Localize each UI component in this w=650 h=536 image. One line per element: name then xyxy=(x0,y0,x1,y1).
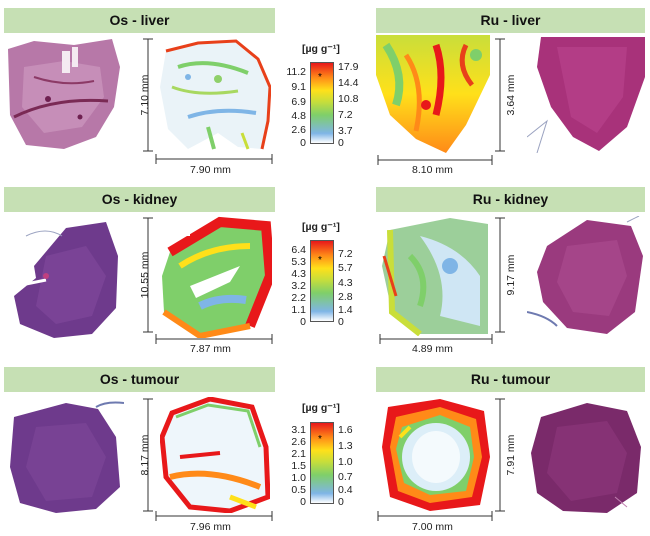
scale1-os-tick: 2.6 xyxy=(291,124,306,136)
ru-liver-height-arrow xyxy=(495,38,505,152)
scale1-os-tick: 0 xyxy=(300,137,306,149)
os-liver-width-arrow xyxy=(155,154,273,164)
scale3-ru-tick: 1.0 xyxy=(338,456,353,468)
ru-tumour-height-label: 7.91 mm xyxy=(505,434,517,476)
scale2-unit: [µg g⁻¹] xyxy=(302,221,340,233)
scale3-ru-tick: 0.7 xyxy=(338,471,353,483)
scale1-os-tick: 6.9 xyxy=(291,96,306,108)
ru-liver-he-stain-image xyxy=(527,37,645,153)
ru-tumour-height-arrow xyxy=(495,398,505,512)
scale2-os-tick: 5.3 xyxy=(291,256,306,268)
scale3-os-tick: 0.5 xyxy=(291,484,306,496)
os-liver-metal-distribution-map xyxy=(158,37,271,150)
scale3-os-tick: 0 xyxy=(300,496,306,508)
os-liver-height-arrow xyxy=(143,38,153,152)
ru-kidney-width-arrow xyxy=(379,334,493,344)
scale1-ru-tick: 7.2 xyxy=(338,109,353,121)
scale1-unit: [µg g⁻¹] xyxy=(302,43,340,55)
scale2-os-tick: 1.1 xyxy=(291,304,306,316)
scale3-ru-tick: 0.4 xyxy=(338,484,353,496)
os-liver-header: Os - liver xyxy=(4,8,275,33)
scale1-ru-tick: 10.8 xyxy=(338,93,359,105)
scale1-ru-tick: 14.4 xyxy=(338,77,359,89)
ru-liver-height-label: 3.64 mm xyxy=(505,74,517,116)
scale3-unit: [µg g⁻¹] xyxy=(302,402,340,414)
scale2-os-tick: 3.2 xyxy=(291,280,306,292)
os-tumour-width-label: 7.96 mm xyxy=(190,521,231,533)
scale1-os-tick: 9.1 xyxy=(291,81,306,93)
ru-kidney-he-stain-image xyxy=(527,216,645,338)
os-kidney-width-label: 7.87 mm xyxy=(190,343,231,355)
scale3-ru-tick: 1.6 xyxy=(338,424,353,436)
scale1-os-tick: 4.8 xyxy=(291,110,306,122)
ru-tumour-width-label: 7.00 mm xyxy=(412,521,453,533)
os-liver-he-stain-image xyxy=(4,37,122,153)
scale3-ru-tick: 1.3 xyxy=(338,440,353,452)
scale3-marker: * xyxy=(318,434,322,445)
ru-kidney-header: Ru - kidney xyxy=(376,187,645,212)
os-kidney-header: Os - kidney xyxy=(4,187,275,212)
scale2-os-tick: 0 xyxy=(300,316,306,328)
ru-tumour-header: Ru - tumour xyxy=(376,367,645,392)
ru-kidney-height-arrow xyxy=(495,217,505,333)
ru-liver-width-label: 8.10 mm xyxy=(412,164,453,176)
os-tumour-he-stain-image xyxy=(6,397,124,515)
ru-liver-header: Ru - liver xyxy=(376,8,645,33)
scale2-os-tick: 2.2 xyxy=(291,292,306,304)
scale3-os-tick: 1.5 xyxy=(291,460,306,472)
os-kidney-height-label: 10.55 mm xyxy=(139,251,151,299)
ru-tumour-he-stain-image xyxy=(527,397,645,515)
scale3-ru-tick: 0 xyxy=(338,496,344,508)
os-liver-width-label: 7.90 mm xyxy=(190,164,231,176)
scale1-colorbar xyxy=(310,62,334,144)
scale2-os-tick: 6.4 xyxy=(291,244,306,256)
scale2-marker: * xyxy=(318,255,322,266)
scale2-colorbar xyxy=(310,240,334,322)
ru-kidney-metal-distribution-map xyxy=(380,216,490,336)
ru-kidney-height-label: 9.17 mm xyxy=(505,254,517,296)
scale3-os-tick: 2.6 xyxy=(291,436,306,448)
scale3-os-tick: 1.0 xyxy=(291,472,306,484)
ru-liver-width-arrow xyxy=(377,155,493,165)
os-liver-height-label: 7.10 mm xyxy=(139,74,151,116)
os-kidney-he-stain-image xyxy=(6,216,120,340)
ru-kidney-width-label: 4.89 mm xyxy=(412,343,453,355)
os-tumour-height-label: 8.17 mm xyxy=(139,434,151,476)
os-tumour-height-arrow xyxy=(143,398,153,512)
scale2-os-tick: 4.3 xyxy=(291,268,306,280)
scale2-ru-tick: 0 xyxy=(338,316,344,328)
scale1-ru-tick: 0 xyxy=(338,137,344,149)
scale1-ru-tick: 3.7 xyxy=(338,125,353,137)
os-kidney-height-arrow xyxy=(143,217,153,333)
scale3-colorbar xyxy=(310,422,334,504)
os-kidney-metal-distribution-map xyxy=(160,216,272,338)
os-tumour-width-arrow xyxy=(155,511,273,521)
scale2-ru-tick: 2.8 xyxy=(338,291,353,303)
os-kidney-width-arrow xyxy=(155,334,273,344)
scale3-os-tick: 3.1 xyxy=(291,424,306,436)
os-tumour-metal-distribution-map xyxy=(160,397,270,513)
os-tumour-header: Os - tumour xyxy=(4,367,275,392)
scale2-ru-tick: 7.2 xyxy=(338,248,353,260)
scale1-ru-tick: 17.9 xyxy=(338,61,359,73)
scale2-ru-tick: 5.7 xyxy=(338,262,353,274)
ru-liver-metal-distribution-map xyxy=(376,35,490,155)
scale1-marker: * xyxy=(318,72,322,83)
ru-tumour-width-arrow xyxy=(377,511,493,521)
scale3-os-tick: 2.1 xyxy=(291,448,306,460)
scale2-ru-tick: 4.3 xyxy=(338,277,353,289)
scale1-os-tick: 11.2 xyxy=(286,66,306,78)
scale2-ru-tick: 1.4 xyxy=(338,304,353,316)
ru-tumour-metal-distribution-map xyxy=(380,397,490,513)
